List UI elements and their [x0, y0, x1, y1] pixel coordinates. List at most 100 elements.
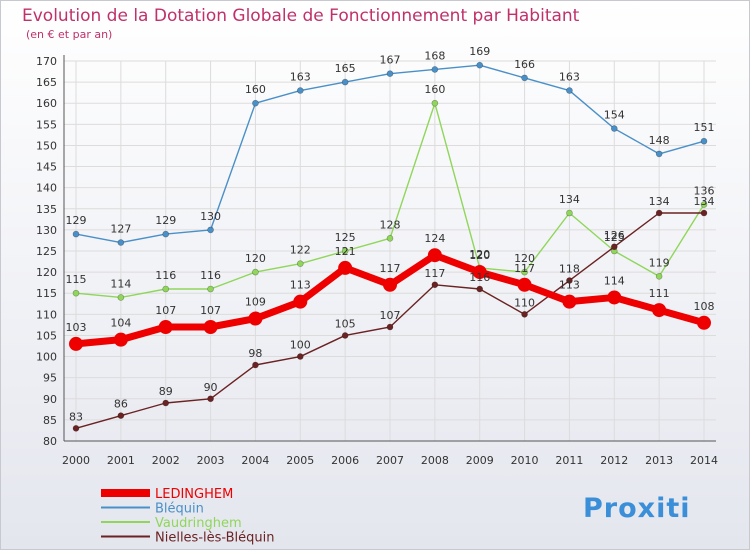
series-layer: [69, 61, 711, 432]
data-point: [341, 78, 349, 86]
data-label: 86: [114, 398, 128, 411]
data-point: [566, 277, 573, 284]
data-point: [517, 277, 532, 292]
y-tick-label: 150: [36, 139, 57, 152]
data-point: [341, 247, 349, 255]
data-label: 117: [514, 262, 535, 275]
data-label: 134: [693, 195, 714, 208]
data-point: [72, 230, 80, 238]
data-point: [296, 353, 304, 360]
data-label: 105: [335, 317, 356, 330]
data-label: 117: [424, 267, 445, 280]
y-tick-label: 160: [36, 97, 57, 110]
data-point: [69, 336, 83, 351]
data-label: 151: [693, 121, 714, 134]
data-label: 125: [604, 231, 625, 244]
data-point: [252, 268, 259, 276]
data-label: 118: [559, 263, 580, 276]
data-label: 160: [245, 83, 266, 96]
x-tick-label: 2005: [286, 454, 314, 467]
data-label: 110: [514, 296, 535, 309]
data-label: 163: [290, 71, 311, 84]
y-tick-label: 105: [36, 329, 57, 342]
data-label: 115: [66, 273, 87, 286]
data-label: 109: [245, 296, 266, 309]
x-tick-label: 2007: [376, 454, 404, 467]
data-point: [562, 294, 577, 309]
data-point: [162, 285, 170, 293]
data-point: [431, 66, 439, 73]
data-label: 90: [204, 381, 218, 394]
data-label: 121: [335, 245, 356, 258]
y-tick-label: 100: [36, 351, 57, 364]
x-tick-label: 2004: [241, 454, 269, 467]
data-label: 166: [514, 58, 535, 71]
data-label: 122: [290, 244, 311, 257]
legend-label: LEDINGHEM: [155, 487, 233, 502]
data-point: [696, 315, 711, 330]
data-point: [296, 87, 304, 94]
data-point: [607, 290, 622, 305]
data-point: [162, 230, 170, 238]
data-label: 120: [245, 252, 266, 265]
y-tick-label: 130: [36, 224, 57, 237]
axes: 80 85 90 95 100 105 110 115 120 125 130 135 140 145 15…: [36, 55, 718, 467]
data-point: [431, 99, 439, 107]
data-point: [207, 226, 214, 234]
data-label: 119: [649, 256, 670, 269]
data-label: 120: [469, 249, 490, 262]
data-point: [72, 425, 80, 432]
chart-title: Evolution de la Dotation Globale de Fonc…: [22, 6, 580, 26]
y-tick-label: 170: [36, 55, 57, 68]
data-point: [207, 285, 214, 293]
data-point: [472, 265, 487, 280]
data-label: 83: [69, 410, 83, 423]
legend: LEDINGHEMBléquinVaudringhemNielles-lès-B…: [101, 487, 275, 546]
data-label: 130: [200, 210, 221, 223]
data-label: 127: [110, 223, 131, 236]
y-tick-label: 80: [43, 435, 57, 448]
data-point: [386, 70, 394, 77]
data-label: 114: [604, 274, 625, 287]
data-label: 107: [379, 309, 400, 322]
x-tick-label: 2009: [466, 454, 494, 467]
data-label: 148: [649, 134, 670, 147]
y-tick-label: 140: [36, 182, 57, 195]
x-tick-label: 2002: [152, 454, 180, 467]
data-point: [521, 74, 528, 82]
x-tick-label: 2000: [62, 454, 90, 467]
data-label: 120: [514, 252, 535, 265]
y-tick-label: 110: [36, 308, 57, 321]
data-label: 136: [693, 185, 714, 198]
data-point: [117, 294, 125, 301]
data-label: 129: [66, 214, 87, 227]
data-point: [162, 399, 170, 407]
data-point: [700, 137, 708, 145]
data-point: [386, 323, 394, 331]
data-point: [652, 303, 667, 318]
data-point: [248, 311, 263, 326]
data-point: [476, 61, 484, 69]
data-point: [431, 281, 439, 289]
data-label: 116: [469, 271, 490, 284]
data-point: [252, 361, 259, 369]
data-label: 169: [469, 45, 490, 58]
data-label: 103: [66, 321, 87, 334]
data-point: [566, 87, 573, 94]
data-point: [476, 285, 484, 293]
data-label: 120: [469, 248, 490, 261]
data-point: [700, 209, 708, 217]
x-tick-label: 2001: [107, 454, 135, 467]
data-point: [203, 320, 218, 334]
data-label: 134: [559, 193, 580, 206]
data-label: 128: [379, 218, 400, 231]
data-point: [386, 235, 394, 242]
data-label: 167: [379, 54, 400, 67]
data-point: [117, 412, 125, 419]
data-point: [655, 209, 663, 217]
data-labels: 129 127 129 130 160 163 165 167 168 169 166 163 154 1…: [66, 45, 715, 423]
y-tick-label: 95: [43, 372, 57, 385]
data-label: 116: [155, 269, 176, 282]
data-point: [293, 294, 308, 309]
